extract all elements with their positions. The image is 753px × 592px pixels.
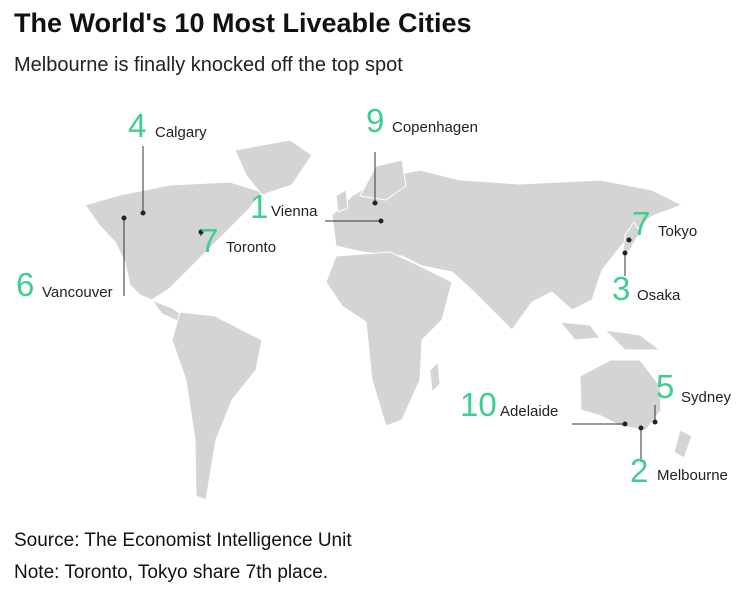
city-rank: 6 [16,266,34,303]
city-name: Toronto [226,239,276,256]
city-dot [372,200,378,206]
city-dot [140,210,146,216]
city-name: Vienna [271,203,318,220]
city-dot [652,419,658,425]
city-name: Vancouver [42,284,113,301]
city-rank: 10 [460,386,497,423]
city-rank: 4 [128,107,146,144]
world-map: 1 Vienna 2 Melbourne 3 Osaka 4 Calgary 5 Sydney 6 V… [16,102,732,501]
city-name: Copenhagen [392,119,478,136]
source: Source: The Economist Intelligence Unit [14,530,352,551]
city-dot [638,425,644,431]
land [84,139,693,501]
city-name: Osaka [637,287,681,304]
city-dot [198,229,204,235]
city-rank: 2 [630,452,648,489]
city-dot [121,215,127,221]
city-name: Calgary [155,124,207,141]
title: The World's 10 Most Liveable Cities [14,8,472,38]
city-rank: 9 [366,102,384,139]
city-rank: 3 [612,270,630,307]
note: Note: Toronto, Tokyo share 7th place. [14,562,329,583]
city-dot [622,421,628,427]
city-dot [378,218,384,224]
city-name: Melbourne [657,467,728,484]
subtitle: Melbourne is finally knocked off the top… [14,54,403,76]
city-rank: 1 [250,188,268,225]
city-dot [626,237,632,243]
city-name: Sydney [681,389,732,406]
city-rank: 7 [200,222,218,259]
city-dot [622,250,628,256]
city-rank: 5 [656,368,674,405]
city-rank: 7 [632,205,650,242]
city-name: Adelaide [500,403,558,420]
city-name: Tokyo [658,223,697,240]
